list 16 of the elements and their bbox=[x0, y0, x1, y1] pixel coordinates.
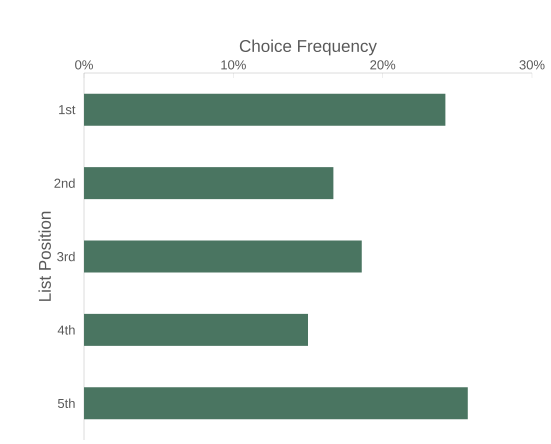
bar bbox=[84, 314, 308, 346]
y-tick-label: 2nd bbox=[54, 178, 75, 188]
bar bbox=[84, 94, 446, 126]
y-tick-label: 3rd bbox=[57, 252, 75, 262]
x-tick-label: 0% bbox=[75, 60, 93, 70]
x-tick-label: 10% bbox=[221, 60, 246, 70]
y-tick-label: 5th bbox=[58, 398, 75, 408]
bar bbox=[84, 240, 362, 272]
y-tick-label: 1st bbox=[59, 105, 76, 114]
bar bbox=[84, 167, 334, 200]
y-axis-title: List Position bbox=[38, 212, 51, 301]
x-tick-label: 20% bbox=[370, 60, 396, 70]
x-tick-label: 30% bbox=[519, 60, 545, 70]
bar bbox=[84, 387, 468, 420]
x-axis-title: Choice Frequency bbox=[240, 40, 377, 56]
y-tick-label: 4th bbox=[58, 325, 75, 335]
